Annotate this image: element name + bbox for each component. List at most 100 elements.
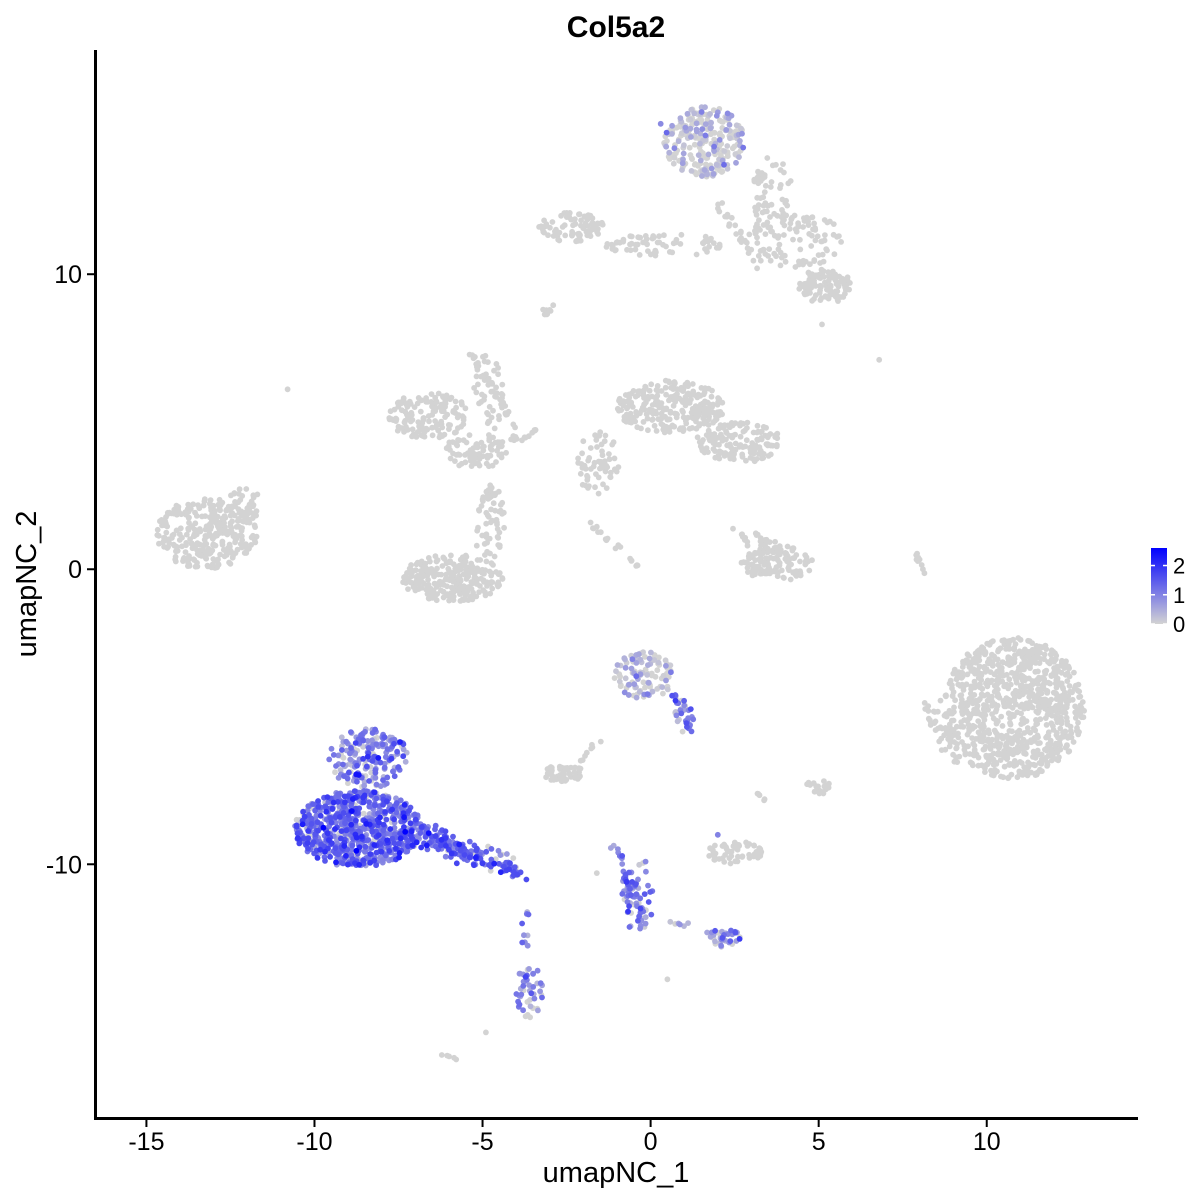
cell-point xyxy=(744,564,751,571)
cell-point xyxy=(694,434,701,441)
cell-point xyxy=(486,437,493,444)
cell-point xyxy=(1014,774,1021,781)
cell-point xyxy=(548,777,555,783)
cell-point xyxy=(236,490,242,497)
cell-point xyxy=(683,420,690,427)
cell-point xyxy=(723,126,730,133)
cell-point xyxy=(299,821,306,828)
cell-point xyxy=(635,234,642,241)
cell-point xyxy=(757,558,764,565)
cell-point xyxy=(305,835,312,841)
cell-point xyxy=(658,400,665,406)
cell-point xyxy=(351,788,358,794)
cell-point xyxy=(443,445,450,452)
cell-point xyxy=(433,405,440,411)
cell-point xyxy=(580,438,587,445)
cell-point xyxy=(371,789,378,796)
cell-point xyxy=(397,739,403,745)
cell-point xyxy=(921,570,928,577)
cell-point xyxy=(229,518,236,525)
cell-point xyxy=(576,232,582,239)
cell-point xyxy=(389,835,396,842)
cell-point xyxy=(678,710,685,717)
cell-point xyxy=(487,590,494,597)
cell-point xyxy=(994,733,1001,740)
cell-point xyxy=(1016,727,1023,734)
cell-point xyxy=(831,251,838,258)
cell-point xyxy=(688,728,695,735)
cell-point xyxy=(373,781,380,788)
cell-point xyxy=(780,161,786,168)
cell-point xyxy=(393,845,399,852)
cell-point xyxy=(183,531,190,538)
cell-point xyxy=(672,410,678,417)
cell-point xyxy=(679,728,686,735)
cell-point xyxy=(993,717,1000,724)
cell-point xyxy=(372,802,378,809)
cell-point xyxy=(757,257,764,264)
cell-point xyxy=(384,798,390,805)
cell-point xyxy=(744,542,751,549)
cell-point xyxy=(612,545,619,552)
cell-point xyxy=(579,450,585,457)
cell-point xyxy=(642,654,648,660)
cell-point xyxy=(827,283,834,290)
cell-point xyxy=(728,848,735,855)
cell-point xyxy=(248,534,255,541)
cell-point xyxy=(716,448,723,455)
cell-point xyxy=(728,853,735,859)
cell-point xyxy=(682,402,689,409)
cell-point xyxy=(663,143,670,150)
cell-point xyxy=(925,708,932,714)
cell-point xyxy=(1000,774,1007,781)
cell-point xyxy=(669,131,675,137)
cell-point xyxy=(684,110,691,117)
cell-point xyxy=(755,253,762,259)
cell-point xyxy=(442,828,449,835)
cell-point xyxy=(349,842,356,849)
cell-point xyxy=(935,725,941,732)
cell-point xyxy=(476,507,482,513)
cell-point xyxy=(355,772,362,778)
cell-point xyxy=(1045,679,1052,686)
cell-point xyxy=(707,111,713,117)
cell-point xyxy=(683,382,689,389)
cell-point xyxy=(234,518,241,524)
cell-point xyxy=(1043,754,1049,761)
cell-point xyxy=(947,677,954,684)
cell-point xyxy=(431,573,437,580)
cell-point xyxy=(486,494,493,501)
cell-point xyxy=(1021,750,1027,757)
cell-point xyxy=(1019,677,1026,683)
cell-point xyxy=(323,808,330,815)
cell-point xyxy=(783,551,790,557)
cell-point xyxy=(1041,651,1048,658)
cell-point xyxy=(607,469,614,476)
cell-point xyxy=(700,437,706,443)
cell-point xyxy=(645,679,652,686)
cell-point xyxy=(797,558,803,565)
cell-point xyxy=(715,399,721,406)
cell-point xyxy=(932,718,939,725)
cell-point xyxy=(943,728,950,734)
cell-point xyxy=(718,942,724,949)
cell-point xyxy=(389,806,395,813)
cell-point xyxy=(446,597,452,604)
cell-point xyxy=(988,771,995,778)
cell-point xyxy=(965,743,971,750)
cell-point xyxy=(648,649,654,656)
cell-point xyxy=(454,414,461,421)
cell-point xyxy=(758,566,765,573)
cell-point xyxy=(754,265,760,272)
cell-point xyxy=(1013,679,1020,686)
cell-point xyxy=(637,925,643,932)
cell-point xyxy=(784,202,791,209)
cell-point xyxy=(336,814,343,820)
cell-point xyxy=(575,460,582,466)
cell-point xyxy=(973,670,980,676)
cell-point xyxy=(468,560,475,567)
cell-point xyxy=(338,734,345,741)
cell-point xyxy=(958,723,964,730)
cell-point xyxy=(367,859,373,866)
cell-point xyxy=(689,425,696,431)
